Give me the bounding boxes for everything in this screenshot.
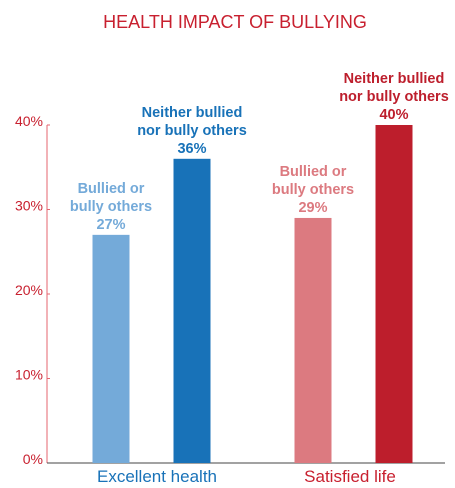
bar-value-label: 29% [298,200,327,216]
y-tick-label: 30% [15,198,43,214]
bar [173,158,211,464]
bar-series-label: Neither bullied [344,71,445,87]
bar-series-label: bully others [272,182,354,198]
bars [92,125,413,464]
bar-series-label: Neither bullied [142,105,243,121]
bar-series-label: Bullied or [78,181,145,197]
bar-series-label: Bullied or [280,164,347,180]
bar-value-label: 36% [177,141,206,157]
bar-value-label: 27% [96,217,125,233]
y-tick-label: 20% [15,282,43,298]
bar-series-label: nor bully others [339,89,449,105]
bar-data-label: Neither bullied nor bully others 36% [137,105,247,157]
bar-data-label: Bullied or bully others 27% [70,181,152,233]
x-category-label: Excellent health [97,467,217,486]
bar-value-label: 40% [379,107,408,123]
chart-title: HEALTH IMPACT OF BULLYING [103,12,367,32]
y-tick-label: 10% [15,367,43,383]
y-axis: 0% 10% 20% 30% 40% [15,113,445,467]
bar-data-label: Neither bullied nor bully others 40% [339,71,449,123]
bar [92,234,130,463]
bar-series-label: bully others [70,199,152,215]
x-axis-categories: Excellent health Satisfied life [97,467,396,486]
y-tick-label: 40% [15,113,43,129]
bar-labels: Bullied or bully others 27% Neither bullied… [70,71,449,233]
bar-data-label: Bullied or bully others 29% [272,164,354,216]
bar [294,217,332,463]
x-category-label: Satisfied life [304,467,396,486]
bar [375,125,413,463]
y-tick-label: 0% [23,451,43,467]
bar-series-label: nor bully others [137,123,247,139]
